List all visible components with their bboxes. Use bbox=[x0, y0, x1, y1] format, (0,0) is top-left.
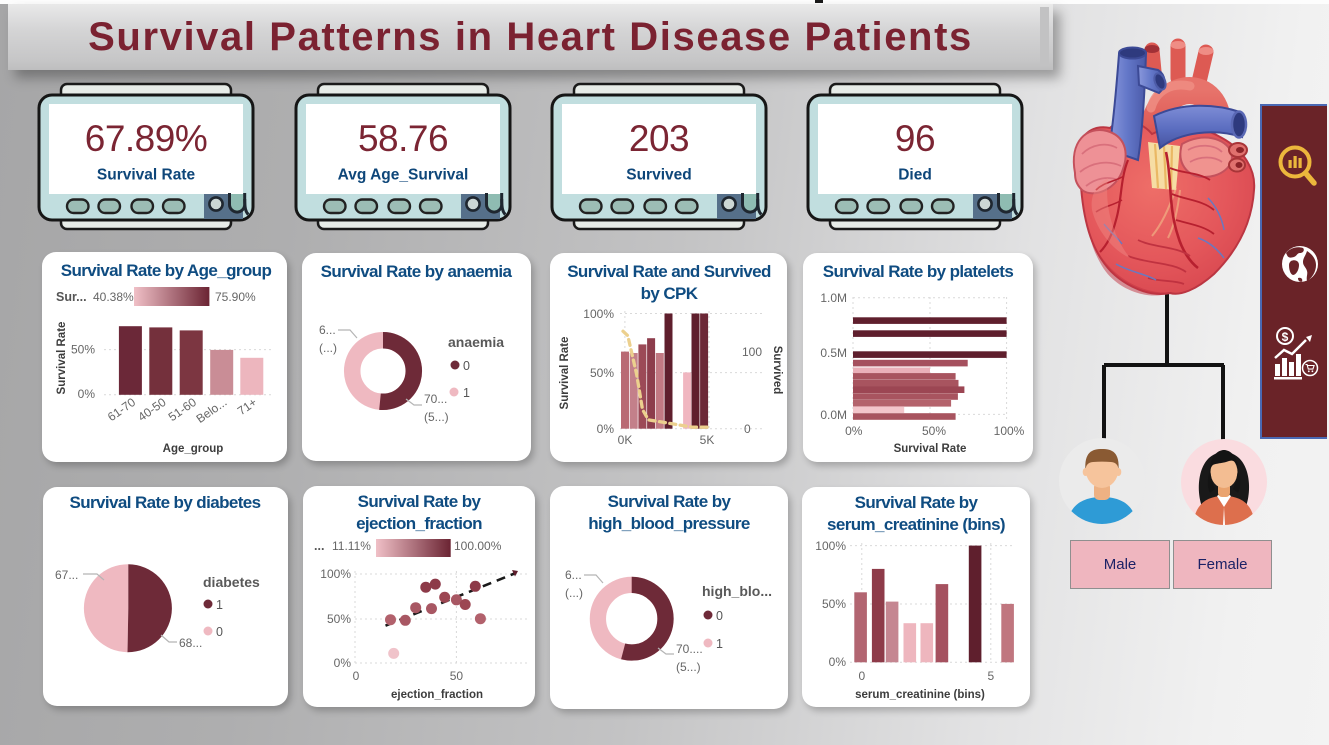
svg-text:Survival Rate by: Survival Rate by bbox=[358, 492, 482, 511]
svg-text:Avg Age_Survival: Avg Age_Survival bbox=[338, 167, 469, 184]
svg-text:high_blo...: high_blo... bbox=[702, 583, 772, 599]
svg-text:96: 96 bbox=[895, 118, 935, 159]
svg-text:Survival Rate: Survival Rate bbox=[559, 337, 571, 410]
svg-text:203: 203 bbox=[629, 118, 689, 159]
svg-text:serum_creatinine (bins): serum_creatinine (bins) bbox=[827, 515, 1005, 534]
svg-text:Died: Died bbox=[898, 167, 932, 184]
svg-text:0%: 0% bbox=[829, 655, 847, 669]
svg-text:Survival Rate by platelets: Survival Rate by platelets bbox=[823, 262, 1014, 281]
svg-text:ejection_fraction: ejection_fraction bbox=[356, 514, 482, 533]
svg-text:100%: 100% bbox=[815, 539, 846, 553]
svg-text:0%: 0% bbox=[597, 422, 615, 436]
svg-text:75.90%: 75.90% bbox=[215, 290, 256, 304]
svg-text:50%: 50% bbox=[71, 343, 95, 357]
svg-text:50%: 50% bbox=[590, 366, 614, 380]
svg-text:(5...): (5...) bbox=[424, 410, 449, 424]
svg-text:68...: 68... bbox=[179, 636, 202, 650]
svg-text:67.89%: 67.89% bbox=[85, 118, 208, 159]
svg-text:(...): (...) bbox=[565, 586, 583, 600]
svg-text:Survival Rate: Survival Rate bbox=[97, 167, 196, 184]
svg-text:anaemia: anaemia bbox=[448, 334, 504, 350]
svg-text:(5...): (5...) bbox=[676, 660, 701, 674]
svg-text:40-50: 40-50 bbox=[135, 395, 168, 424]
svg-text:Survived: Survived bbox=[771, 346, 783, 395]
svg-text:0: 0 bbox=[858, 669, 865, 683]
svg-text:0: 0 bbox=[744, 422, 751, 436]
svg-text:100.00%: 100.00% bbox=[454, 539, 502, 553]
svg-text:1: 1 bbox=[463, 386, 470, 400]
svg-text:100: 100 bbox=[742, 345, 762, 359]
svg-text:Belo...: Belo... bbox=[194, 395, 230, 426]
svg-text:11.11%: 11.11% bbox=[332, 539, 371, 553]
svg-text:Survival Rate by Age_group: Survival Rate by Age_group bbox=[61, 261, 272, 280]
svg-text:70....: 70.... bbox=[676, 642, 703, 656]
svg-text:serum_creatinine (bins): serum_creatinine (bins) bbox=[855, 689, 985, 701]
svg-text:Survival Rate by diabetes: Survival Rate by diabetes bbox=[70, 493, 261, 512]
svg-text:6...: 6... bbox=[565, 568, 582, 582]
svg-text:Survival Rate and Survived: Survival Rate and Survived bbox=[567, 262, 771, 281]
svg-text:0%: 0% bbox=[334, 656, 352, 670]
svg-text:Sur...: Sur... bbox=[56, 290, 87, 304]
svg-text:5: 5 bbox=[987, 669, 994, 683]
svg-text:Survival Rate by: Survival Rate by bbox=[608, 492, 732, 511]
svg-text:0%: 0% bbox=[78, 387, 96, 401]
svg-text:Age_group: Age_group bbox=[163, 443, 224, 455]
svg-text:...: ... bbox=[314, 539, 324, 553]
svg-text:6...: 6... bbox=[319, 323, 336, 337]
svg-text:71+: 71+ bbox=[235, 395, 260, 418]
svg-text:61-70: 61-70 bbox=[105, 395, 138, 424]
svg-text:0.5M: 0.5M bbox=[820, 346, 847, 360]
svg-text:0: 0 bbox=[216, 625, 223, 639]
svg-text:diabetes: diabetes bbox=[203, 574, 260, 590]
svg-text:70...: 70... bbox=[424, 392, 447, 406]
svg-text:by CPK: by CPK bbox=[641, 284, 699, 303]
svg-text:(...): (...) bbox=[319, 341, 337, 355]
svg-text:high_blood_pressure: high_blood_pressure bbox=[588, 514, 750, 533]
svg-text:50%: 50% bbox=[922, 424, 946, 438]
svg-text:5K: 5K bbox=[700, 433, 715, 447]
svg-text:58.76: 58.76 bbox=[358, 118, 448, 159]
svg-text:50%: 50% bbox=[327, 612, 351, 626]
svg-text:Survival Rate by anaemia: Survival Rate by anaemia bbox=[321, 262, 513, 281]
svg-text:51-60: 51-60 bbox=[166, 395, 199, 424]
svg-text:0: 0 bbox=[716, 609, 723, 623]
svg-text:50%: 50% bbox=[822, 597, 846, 611]
svg-text:100%: 100% bbox=[994, 424, 1025, 438]
svg-text:50: 50 bbox=[450, 669, 464, 683]
svg-text:0%: 0% bbox=[845, 424, 863, 438]
svg-text:0: 0 bbox=[463, 359, 470, 373]
svg-text:0.0M: 0.0M bbox=[820, 408, 847, 422]
svg-text:100%: 100% bbox=[320, 567, 351, 581]
svg-text:Survival Rate by: Survival Rate by bbox=[855, 493, 979, 512]
svg-text:1: 1 bbox=[216, 598, 223, 612]
svg-text:40.38%: 40.38% bbox=[93, 290, 134, 304]
svg-text:Survived: Survived bbox=[626, 167, 691, 184]
svg-text:ejection_fraction: ejection_fraction bbox=[391, 689, 483, 701]
svg-text:1: 1 bbox=[716, 637, 723, 651]
svg-text:Survival Rate: Survival Rate bbox=[56, 322, 68, 395]
svg-text:67...: 67... bbox=[55, 568, 78, 582]
svg-text:0K: 0K bbox=[618, 433, 633, 447]
svg-text:$: $ bbox=[1282, 330, 1289, 344]
svg-text:0: 0 bbox=[353, 669, 360, 683]
svg-text:Survival Rate: Survival Rate bbox=[894, 443, 967, 455]
svg-text:1.0M: 1.0M bbox=[820, 291, 847, 305]
svg-text:100%: 100% bbox=[583, 307, 614, 321]
